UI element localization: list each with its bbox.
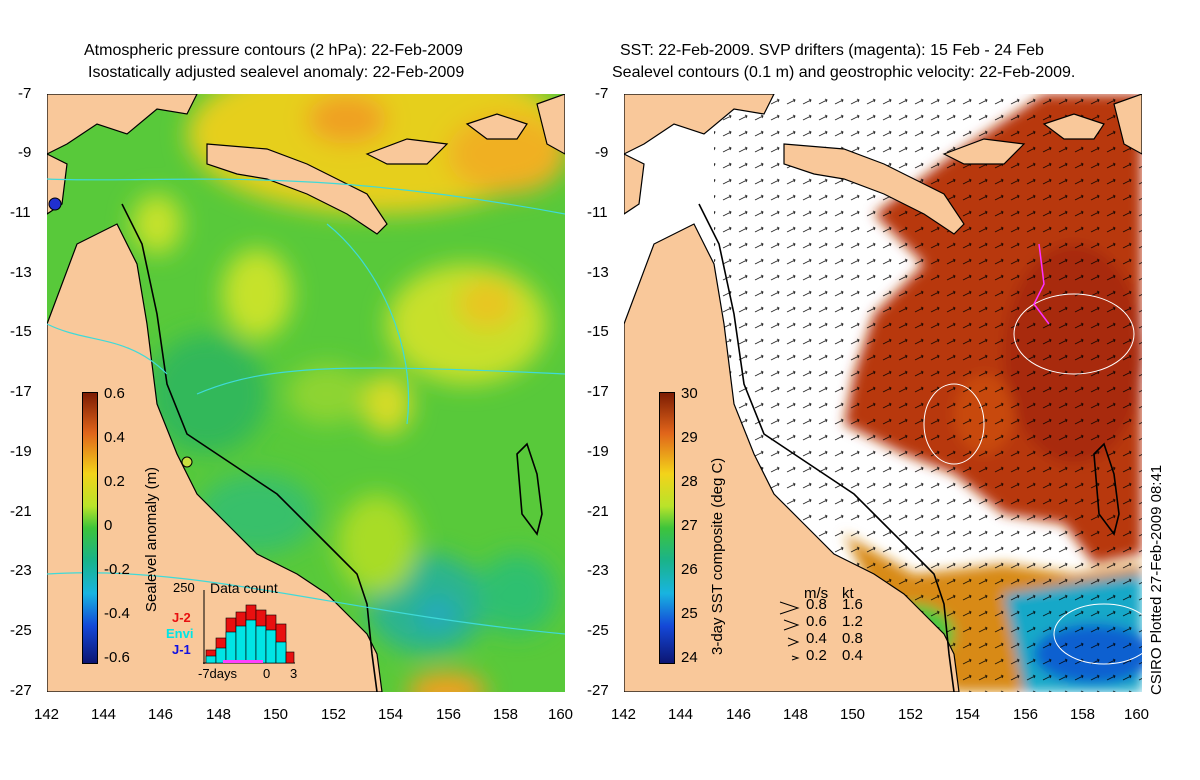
- sst-colorbar: [659, 392, 675, 664]
- velocity-legend-ms: 0.4: [806, 630, 827, 647]
- left-title-line1: Atmospheric pressure contours (2 hPa): 2…: [84, 42, 463, 59]
- sla-colorbar: [82, 392, 98, 664]
- y-tick: -15: [587, 323, 609, 340]
- x-tick: 148: [206, 706, 232, 723]
- coastline-contours: [698, 203, 1120, 692]
- plot-credit: CSIRO Plotted 27-Feb-2009 08:41: [1148, 464, 1165, 695]
- inset-legend-j1: J-1: [172, 642, 191, 657]
- x-tick: 150: [263, 706, 289, 723]
- y-tick: -21: [587, 503, 609, 520]
- tide-gauge-marker: [181, 456, 193, 468]
- y-tick: -27: [10, 682, 32, 699]
- sst-tick: 27: [681, 517, 698, 534]
- x-tick: 144: [668, 706, 694, 723]
- x-tick: 152: [321, 706, 347, 723]
- x-tick: 150: [840, 706, 866, 723]
- left-title-line2: Isostatically adjusted sealevel anomaly:…: [88, 64, 465, 81]
- land-masses: [47, 94, 565, 692]
- x-tick: 152: [898, 706, 924, 723]
- y-tick: -11: [587, 204, 608, 221]
- y-tick: -19: [587, 443, 609, 460]
- sla-tick: 0.2: [104, 473, 125, 490]
- sst-tick: 25: [681, 605, 698, 622]
- velocity-legend-kt: 0.4: [842, 647, 863, 664]
- y-tick: -17: [10, 383, 32, 400]
- velocity-legend-kt: 1.6: [842, 596, 863, 613]
- sealevel-anomaly-field: [132, 94, 565, 692]
- y-tick: -23: [10, 562, 32, 579]
- x-tick: 160: [1124, 706, 1150, 723]
- x-tick: 148: [783, 706, 809, 723]
- sst-colorbar-label: 3-day SST composite (deg C): [709, 457, 726, 655]
- velocity-legend-kt-header: kt: [842, 585, 854, 602]
- velocity-legend-ms: 0.6: [806, 613, 827, 630]
- y-tick: -9: [595, 144, 609, 161]
- x-tick: 146: [148, 706, 174, 723]
- land-masses: [624, 94, 1142, 692]
- inset-legend-j2: J-2: [172, 610, 191, 625]
- y-tick: -7: [18, 85, 32, 102]
- velocity-legend-kt: 1.2: [842, 613, 863, 630]
- x-tick: 156: [1013, 706, 1039, 723]
- x-tick: 142: [611, 706, 637, 723]
- velocity-legend-kt: 0.8: [842, 630, 863, 647]
- inset-xlabel-end: 3: [290, 666, 298, 681]
- velocity-legend-ms-header: m/s: [804, 585, 829, 602]
- inset-histogram: [203, 590, 295, 664]
- sst-tick: 26: [681, 561, 698, 578]
- sla-tick: -0.4: [104, 605, 130, 622]
- x-tick: 146: [726, 706, 752, 723]
- velocity-legend-ms: 0.2: [806, 647, 827, 664]
- sst-tick: 30: [681, 385, 698, 402]
- y-tick: -21: [10, 503, 32, 520]
- sla-tick: 0: [104, 517, 113, 534]
- x-tick: 144: [91, 706, 117, 723]
- right-title-line1: SST: 22-Feb-2009. SVP drifters (magenta)…: [620, 42, 1044, 59]
- x-tick: 154: [378, 706, 404, 723]
- sealevel-contours: [923, 293, 1142, 665]
- x-tick: 158: [493, 706, 519, 723]
- sst-tick: 24: [681, 649, 698, 666]
- right-title-line2: Sealevel contours (0.1 m) and geostrophi…: [612, 64, 1076, 81]
- left-map: [47, 94, 565, 692]
- coastline-contours: [121, 203, 543, 692]
- x-tick: 160: [548, 706, 574, 723]
- sla-tick: -0.2: [104, 561, 130, 578]
- inset-ymax: 250: [173, 580, 195, 595]
- sla-tick: 0.4: [104, 429, 125, 446]
- y-tick: -11: [10, 204, 31, 221]
- x-tick: 142: [34, 706, 60, 723]
- x-tick: 154: [955, 706, 981, 723]
- inset-title: Data count: [210, 580, 278, 596]
- y-tick: -15: [10, 323, 32, 340]
- x-tick: 158: [1070, 706, 1096, 723]
- y-tick: -7: [595, 85, 609, 102]
- altimeter-track-marker: [48, 197, 62, 211]
- pressure-contours: [47, 178, 565, 635]
- y-tick: -17: [587, 383, 609, 400]
- y-tick: -9: [18, 144, 32, 161]
- sla-tick: -0.6: [104, 649, 130, 666]
- y-tick: -25: [587, 622, 609, 639]
- velocity-legend-ms: 0.8: [806, 596, 827, 613]
- x-tick: 156: [436, 706, 462, 723]
- y-tick: -27: [587, 682, 609, 699]
- y-tick: -25: [10, 622, 32, 639]
- right-map: [624, 94, 1142, 692]
- inset-legend-envi: Envi: [166, 626, 194, 641]
- y-tick: -23: [587, 562, 609, 579]
- sst-tick: 29: [681, 429, 698, 446]
- velocity-legend-arrows: [779, 601, 800, 661]
- drifter-track: [1033, 243, 1050, 325]
- sst-tick: 28: [681, 473, 698, 490]
- y-tick: -13: [10, 264, 32, 281]
- y-tick: -13: [587, 264, 609, 281]
- inset-xlabel-start: -7days: [198, 666, 238, 681]
- y-tick: -19: [10, 443, 32, 460]
- sla-colorbar-label: Sealevel anomaly (m): [143, 466, 160, 612]
- sla-tick: 0.6: [104, 385, 125, 402]
- inset-xlabel-zero: 0: [263, 666, 271, 681]
